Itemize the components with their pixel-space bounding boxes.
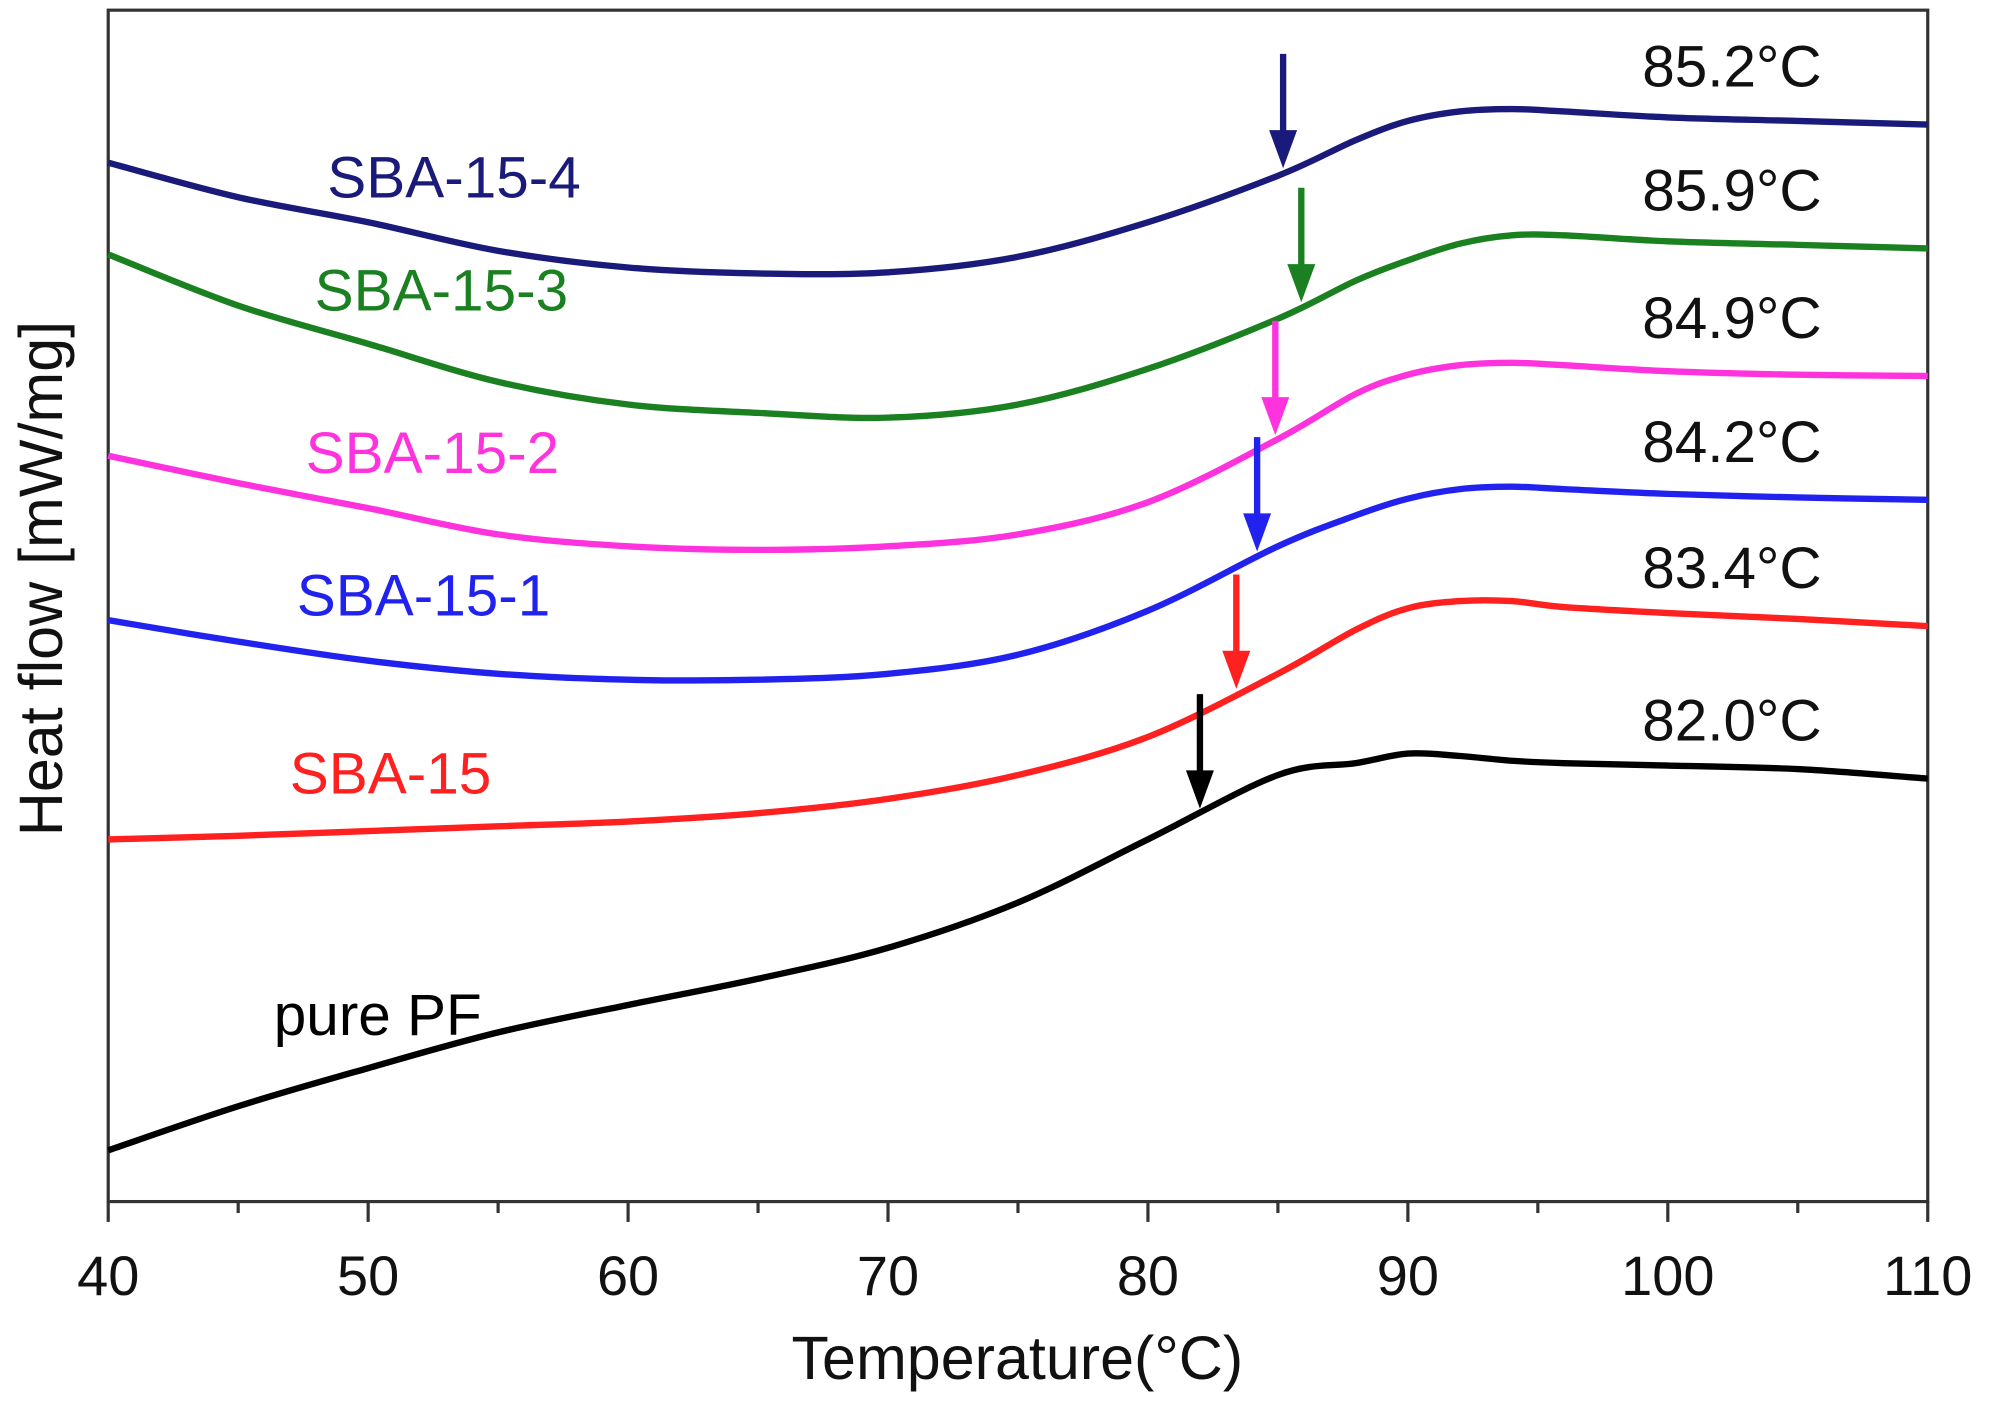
x-tick-label: 70 xyxy=(857,1244,919,1307)
series-line xyxy=(107,483,1928,684)
tg-label: 85.2°C xyxy=(1642,35,1821,100)
tg-arrow-head xyxy=(1261,397,1290,436)
tg-label: 84.2°C xyxy=(1642,410,1821,475)
tg-arrow-head xyxy=(1185,770,1214,809)
x-tick-label: 100 xyxy=(1621,1244,1714,1307)
tg-label: 84.9°C xyxy=(1642,286,1821,351)
tg-label: 82.0°C xyxy=(1642,689,1821,754)
series-label: SBA-15-3 xyxy=(315,258,569,323)
series-label: SBA-15-1 xyxy=(297,564,550,629)
series-line xyxy=(107,359,1928,554)
tg-arrow-head xyxy=(1222,650,1251,689)
x-tick-label: 50 xyxy=(337,1244,399,1307)
tg-arrow-head xyxy=(1243,513,1272,552)
x-axis-label: Temperature(°C) xyxy=(792,1324,1244,1392)
series-label: SBA-15-4 xyxy=(327,145,581,210)
x-tick-label: 60 xyxy=(597,1244,659,1307)
tg-label: 83.4°C xyxy=(1642,536,1821,601)
tg-arrow-head xyxy=(1269,130,1298,169)
series-line xyxy=(108,597,1928,843)
x-tick-label: 90 xyxy=(1377,1244,1439,1307)
series-line xyxy=(107,750,1928,1154)
series-label: SBA-15-2 xyxy=(306,421,560,486)
tg-label: 85.9°C xyxy=(1642,159,1821,224)
series-label: SBA-15 xyxy=(290,742,492,807)
x-tick-label: 110 xyxy=(1883,1244,1972,1307)
series-line xyxy=(107,231,1928,422)
y-axis-label: Heat flow [mW/mg] xyxy=(7,321,75,836)
series-line xyxy=(107,105,1928,278)
tg-arrow-head xyxy=(1287,264,1316,303)
x-tick-label: 80 xyxy=(1117,1244,1179,1307)
x-tick-label: 40 xyxy=(77,1244,139,1307)
series-label: pure PF xyxy=(274,983,482,1048)
